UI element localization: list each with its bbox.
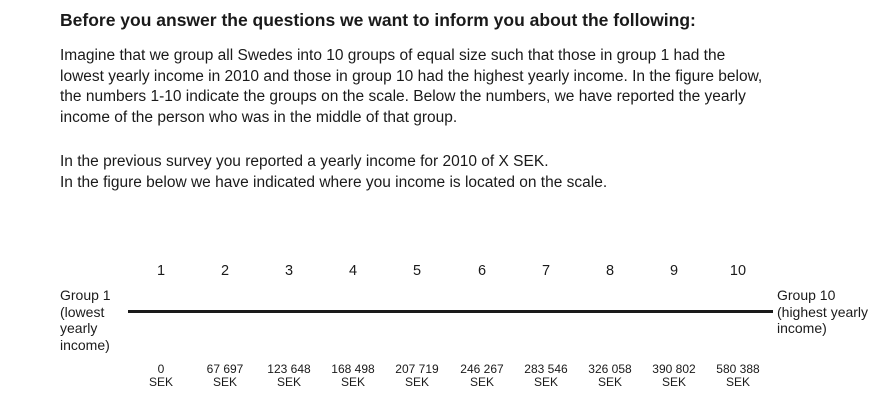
income-unit: SEK	[148, 375, 173, 389]
group-number: 5	[412, 263, 422, 279]
group-number: 3	[284, 263, 294, 279]
group-income: 123 648 SEK	[254, 363, 324, 389]
income-unit: SEK	[725, 375, 750, 389]
group-income: 67 697 SEK	[190, 363, 260, 389]
group-income: 168 498 SEK	[318, 363, 388, 389]
intro-line: Imagine that we group all Swedes into 10…	[60, 47, 726, 64]
page-heading: Before you answer the questions we want …	[60, 10, 696, 30]
scale-line	[128, 310, 773, 313]
income-value: 67 697	[206, 362, 244, 376]
income-unit: SEK	[469, 375, 494, 389]
right-label-line: Group 10	[777, 287, 836, 303]
group-number: 9	[669, 263, 679, 279]
group-income: 580 388 SEK	[703, 363, 773, 389]
income-value: 580 388	[716, 362, 760, 376]
income-value: 326 058	[588, 362, 632, 376]
group-number: 8	[605, 263, 615, 279]
group-income: 207 719 SEK	[382, 363, 452, 389]
group-number: 6	[477, 263, 487, 279]
intro-line: the numbers 1-10 indicate the groups on …	[60, 88, 746, 105]
survey-line: In the previous survey you reported a ye…	[60, 153, 549, 170]
income-unit: SEK	[597, 375, 622, 389]
income-value: 390 802	[652, 362, 696, 376]
income-value: 0	[157, 362, 165, 376]
income-value: 123 648	[267, 362, 311, 376]
left-label-line: (lowest	[60, 303, 105, 320]
income-value: 283 546	[524, 362, 568, 376]
right-label-line: (highest yearly	[777, 303, 869, 320]
group-number: 7	[541, 263, 551, 279]
group-income: 0 SEK	[126, 363, 196, 389]
income-unit: SEK	[404, 375, 429, 389]
left-label-line: Group 1	[60, 287, 111, 303]
income-unit: SEK	[340, 375, 365, 389]
intro-line: lowest yearly income in 2010 and those i…	[60, 67, 763, 85]
income-unit: SEK	[661, 375, 686, 389]
group-income: 283 546 SEK	[511, 363, 581, 389]
group-income: 246 267 SEK	[447, 363, 517, 389]
income-unit: SEK	[212, 375, 237, 389]
scale-left-label: Group 1 (lowest yearly income)	[60, 287, 111, 353]
income-unit: SEK	[276, 375, 301, 389]
income-unit: SEK	[533, 375, 558, 389]
intro-line: income of the person who was in the midd…	[60, 108, 458, 126]
income-value: 207 719	[395, 362, 439, 376]
intro-paragraph: Imagine that we group all Swedes into 10…	[60, 46, 762, 128]
income-value: 168 498	[331, 362, 375, 376]
left-label-line: income)	[60, 336, 110, 353]
group-number: 10	[729, 263, 747, 279]
survey-paragraph: In the previous survey you reported a ye…	[60, 152, 607, 193]
group-income: 326 058 SEK	[575, 363, 645, 389]
left-label-line: yearly	[60, 320, 98, 336]
scale-right-label: Group 10 (highest yearly income)	[777, 287, 868, 337]
group-income: 390 802 SEK	[639, 363, 709, 389]
group-number: 2	[220, 263, 230, 279]
group-number: 1	[156, 263, 166, 279]
group-number: 4	[348, 263, 358, 279]
survey-line: In the figure below we have indicated wh…	[60, 173, 608, 191]
income-value: 246 267	[460, 362, 504, 376]
right-label-line: income)	[777, 320, 827, 336]
